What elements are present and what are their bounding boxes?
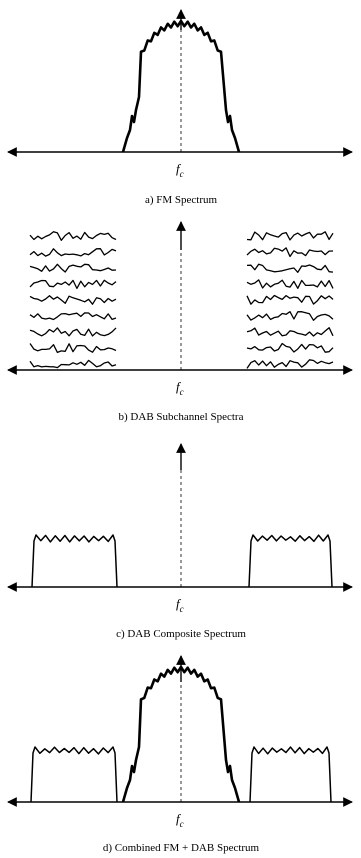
subchannel-spectrum-line — [246, 342, 334, 353]
panel-a-fm-spectrum: fc a) FM Spectrum — [7, 9, 353, 206]
panel-c-fc-label: fc — [176, 596, 184, 614]
panel-c-caption: c) DAB Composite Spectrum — [116, 628, 246, 640]
panel-d-left-dab-block — [30, 746, 118, 803]
subchannel-spectrum-line — [246, 327, 334, 337]
panel-b-right-subchannels — [246, 231, 334, 369]
panel-b-fc-label: fc — [176, 379, 184, 397]
subchannel-spectrum-line — [29, 279, 117, 290]
panel-d-right-dab-block — [249, 746, 332, 803]
panel-b-caption: b) DAB Subchannel Spectra — [119, 411, 244, 423]
subchannel-spectrum-line — [29, 248, 117, 257]
subchannel-spectrum-line — [29, 343, 117, 354]
panel-a-fc-label: fc — [176, 161, 184, 179]
subchannel-spectrum-line — [29, 312, 117, 321]
panel-b-subchannel-spectra: fc b) DAB Subchannel Spectra — [7, 221, 353, 423]
panel-c-right-dab-block — [248, 534, 333, 588]
subchannel-spectrum-line — [246, 263, 334, 273]
panel-d-fc-label: fc — [176, 811, 184, 829]
panel-d-fm-curve — [121, 665, 241, 803]
subchannel-spectrum-line — [29, 295, 117, 305]
subchannel-spectrum-line — [29, 231, 117, 241]
panel-a-fm-curve — [121, 19, 241, 153]
subchannel-spectrum-line — [246, 311, 334, 321]
subchannel-spectrum-line — [246, 279, 334, 289]
subchannel-spectrum-line — [29, 263, 117, 273]
panel-c-composite-spectrum: fc c) DAB Composite Spectrum — [7, 443, 353, 640]
panel-d-combined-spectrum: fc d) Combined FM + DAB Spectrum — [7, 655, 353, 854]
panel-a-caption: a) FM Spectrum — [145, 194, 218, 206]
panel-b-left-subchannels — [29, 231, 117, 369]
subchannel-spectrum-line — [246, 294, 334, 305]
subchannel-spectrum-line — [246, 247, 334, 258]
subchannel-spectrum-line — [29, 327, 117, 337]
subchannel-spectrum-line — [246, 359, 334, 369]
panel-d-caption: d) Combined FM + DAB Spectrum — [103, 842, 260, 854]
subchannel-spectrum-line — [29, 359, 117, 369]
subchannel-spectrum-line — [246, 231, 334, 241]
panel-c-left-dab-block — [31, 534, 118, 588]
